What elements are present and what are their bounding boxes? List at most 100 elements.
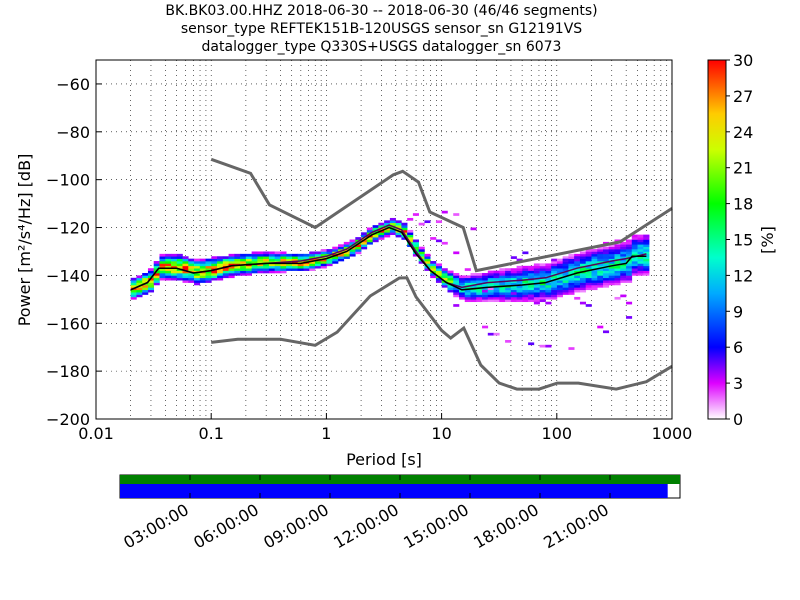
pdf-outlier-cell (482, 289, 489, 293)
pdf-cell (205, 261, 212, 264)
pdf-cell (159, 268, 166, 271)
pdf-cell (378, 234, 385, 238)
pdf-outlier-cell (602, 330, 610, 334)
pdf-cell (280, 265, 287, 269)
pdf-cell (136, 275, 143, 279)
pdf-cell (482, 275, 489, 279)
pdf-cell (574, 253, 581, 257)
colorbar-tick-label: 15 (733, 231, 753, 250)
pdf-cell (361, 246, 368, 250)
pdf-cell (602, 263, 610, 267)
pdf-cell (251, 253, 258, 257)
pdf-cell (320, 258, 327, 262)
pdf-cell (159, 253, 166, 257)
pdf-cell (591, 282, 598, 286)
pdf-cell (240, 261, 247, 264)
pdf-cell (430, 265, 437, 269)
pdf-cell (257, 253, 264, 257)
pdf-cell (280, 258, 287, 262)
pdf-cell (539, 265, 546, 269)
pdf-cell (579, 263, 587, 267)
pdf-cell (545, 263, 552, 267)
pdf-cell (274, 258, 281, 262)
pdf-cell (343, 244, 350, 247)
pdf-cell (395, 232, 402, 236)
pdf-cell (631, 239, 638, 243)
pdf-cell (464, 292, 471, 295)
pdf-cell (614, 251, 621, 255)
pdf-cell (568, 270, 575, 274)
pdf-cell (533, 292, 540, 295)
pdf-cell (441, 273, 448, 276)
pdf-cell (585, 280, 592, 283)
pdf-outlier-cell (579, 301, 587, 305)
pdf-cell (464, 275, 471, 279)
pdf-cell (430, 273, 437, 276)
pdf-cell (309, 258, 316, 262)
pdf-cell (505, 268, 512, 271)
pdf-cell (159, 273, 166, 276)
pdf-cell (626, 249, 633, 252)
pdf-cell (194, 280, 201, 283)
pdf-cell (556, 261, 563, 264)
pdf-cell (516, 268, 523, 271)
pdf-cell (643, 244, 650, 247)
pdf-cell (487, 280, 494, 283)
pdf-cell (441, 282, 448, 286)
pdf-cell (539, 280, 546, 283)
pdf-cell (545, 289, 552, 293)
pdf-cell (153, 277, 160, 281)
pdf-cell (533, 268, 540, 271)
pdf-cell (539, 277, 546, 281)
pdf-outlier-cell (631, 234, 638, 238)
pdf-cell (579, 289, 587, 293)
y-axis-label: Power [m²/s⁴/Hz] [dB] (15, 154, 34, 327)
pdf-cell (562, 287, 569, 291)
pdf-cell (228, 253, 235, 257)
pdf-cell (528, 270, 535, 274)
pdf-cell (435, 270, 443, 274)
colorbar-ticks: 0 3 6 9 12 15 18 21 24 27 30 (726, 51, 753, 429)
timeline-tick-label: 18:00:00 (470, 500, 542, 552)
pdf-cell (211, 277, 218, 281)
pdf-cell (378, 232, 385, 236)
pdf-cell (366, 237, 373, 240)
pdf-cell (372, 227, 379, 231)
pdf-cell (320, 253, 327, 257)
pdf-cell (130, 292, 137, 295)
pdf-cell (545, 270, 552, 274)
x-tick-label: 100 (542, 424, 573, 443)
pdf-cell (170, 270, 178, 274)
pdf-cell (263, 261, 270, 264)
pdf-cell (268, 265, 275, 269)
pdf-cell (286, 263, 293, 267)
pdf-cell (574, 268, 581, 271)
pdf-cell (188, 265, 195, 269)
pdf-cell (516, 273, 523, 276)
pdf-outlier-cell (574, 256, 581, 259)
pdf-cell (643, 253, 650, 257)
pdf-cell (516, 265, 523, 269)
pdf-cell (533, 299, 540, 303)
pdf-cell (556, 273, 563, 276)
pdf-cell (257, 256, 264, 259)
pdf-cell (159, 258, 166, 262)
pdf-cell (579, 284, 587, 288)
pdf-cell (562, 261, 569, 264)
pdf-cell (597, 268, 604, 271)
pdf-cell (280, 256, 287, 259)
pdf-cell (620, 277, 627, 281)
pdf-cell (268, 253, 275, 257)
pdf-cell (568, 256, 575, 259)
pdf-cell (395, 225, 402, 228)
pdf-cell (556, 294, 563, 298)
pdf-cell (355, 244, 362, 247)
pdf-cell (476, 296, 483, 300)
pdf-cell (505, 296, 512, 300)
pdf-cell (637, 273, 644, 276)
pdf-cell (551, 280, 558, 283)
pdf-cell (574, 275, 581, 279)
pdf-cell (268, 251, 275, 255)
x-tick-label: 1 (321, 424, 331, 443)
pdf-cell (291, 253, 299, 257)
